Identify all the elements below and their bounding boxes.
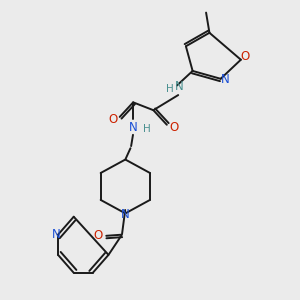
Text: O: O [169, 121, 178, 134]
Text: O: O [241, 50, 250, 63]
Text: N: N [51, 228, 60, 241]
Text: H: H [166, 84, 174, 94]
Text: N: N [175, 80, 184, 93]
Text: N: N [221, 74, 230, 86]
Text: H: H [143, 124, 151, 134]
Text: O: O [94, 229, 103, 242]
Text: N: N [129, 121, 138, 134]
Text: N: N [121, 208, 130, 221]
Text: O: O [108, 113, 118, 126]
